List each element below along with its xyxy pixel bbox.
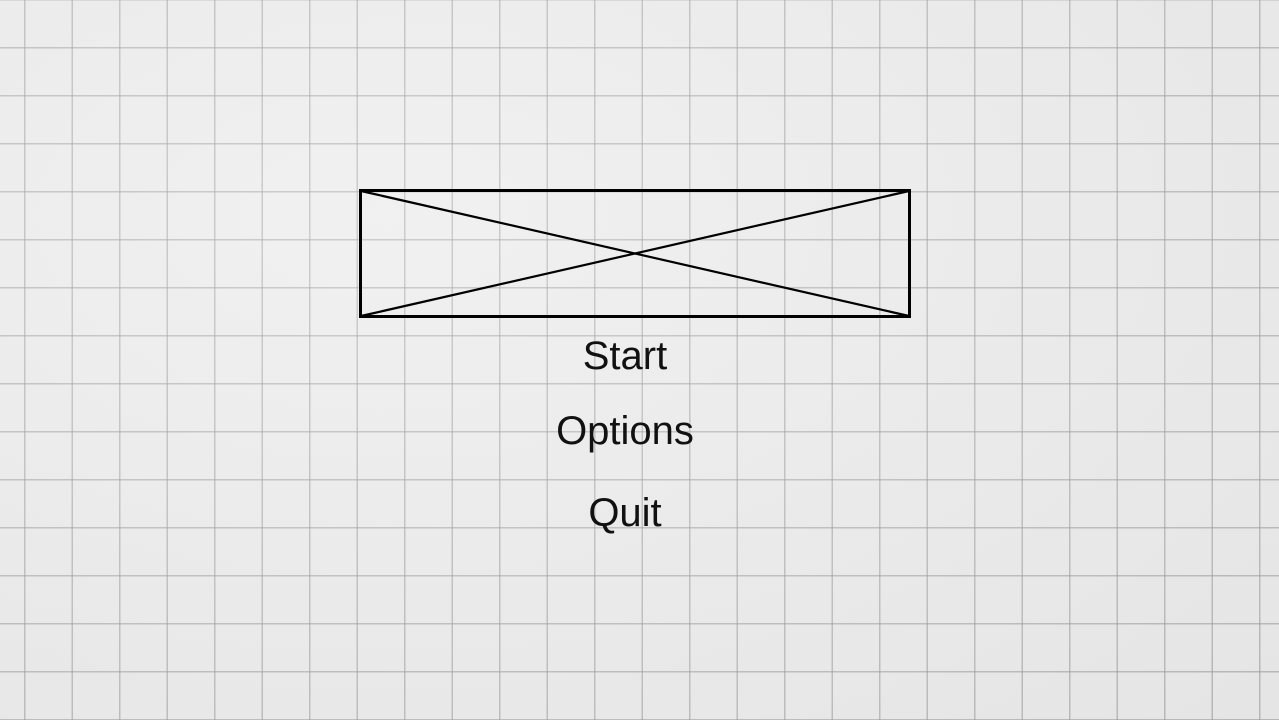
image-placeholder-icon (359, 189, 911, 318)
logo-image-placeholder (359, 189, 911, 318)
placeholder-frame (359, 189, 911, 318)
quit-button[interactable]: Quit (588, 491, 662, 535)
placeholder-cross-line-2 (360, 189, 910, 318)
options-button[interactable]: Options (556, 409, 694, 453)
start-button[interactable]: Start (582, 334, 668, 378)
